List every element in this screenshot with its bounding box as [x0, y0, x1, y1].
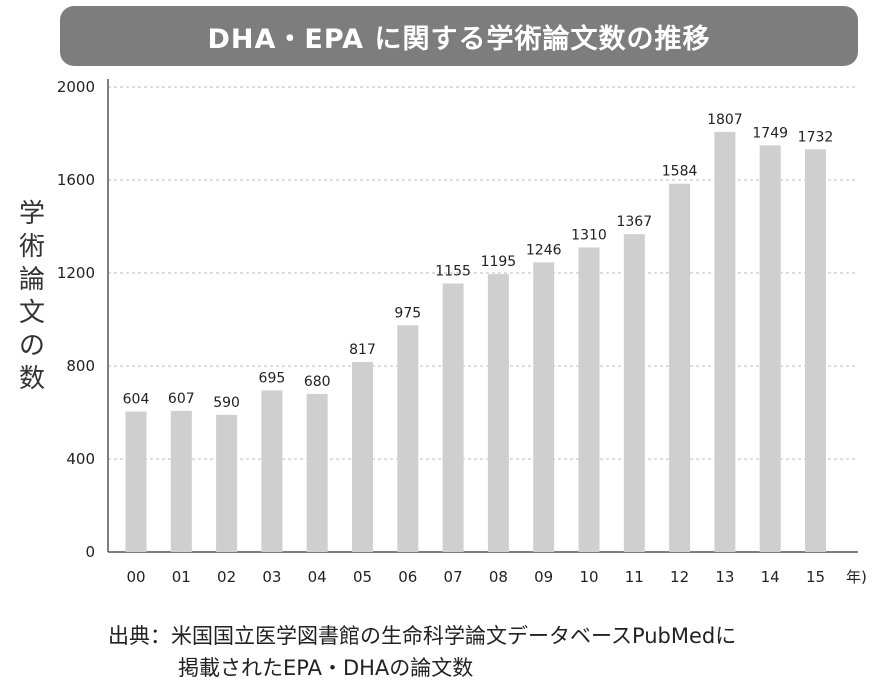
data-label: 680: [304, 374, 331, 390]
y-axis-label-char: の: [18, 331, 45, 361]
bar: [533, 262, 555, 552]
x-tick-label: 04: [308, 568, 327, 586]
bar: [805, 149, 826, 552]
source-line-2: 掲載されたEPA・DHAの論文数: [178, 656, 474, 680]
bar: [487, 274, 509, 552]
bar: [170, 410, 192, 552]
data-label: 1195: [481, 254, 517, 270]
bar: [261, 390, 283, 552]
data-label: 1732: [798, 129, 834, 145]
x-tick-label: 01: [172, 568, 191, 586]
chart-title: DHA・EPA に関する学術論文数の推移: [60, 6, 858, 66]
x-tick-label: 14: [761, 568, 780, 586]
y-tick-label: 800: [66, 357, 95, 375]
x-tick-label: 15: [806, 568, 825, 586]
y-tick-label: 400: [66, 450, 95, 468]
y-axis-label-char: 数: [18, 364, 45, 394]
x-tick-label: 02: [217, 568, 236, 586]
x-tick-label: 13: [715, 568, 734, 586]
x-tick-label: 05: [353, 568, 372, 586]
source-note: 出典：米国国立医学図書館の生命科学論文データベースPubMedに 掲載されたEP…: [108, 620, 736, 684]
data-label: 1246: [526, 242, 562, 258]
data-label: 975: [394, 305, 421, 321]
bar: [714, 131, 736, 552]
x-tick-label: 11: [625, 568, 644, 586]
x-tick-label: 12: [670, 568, 689, 586]
data-label: 1155: [435, 263, 471, 279]
x-tick-label: 03: [262, 568, 281, 586]
bar: [759, 145, 781, 553]
data-label: 607: [168, 391, 195, 407]
x-axis-label: 年): [846, 568, 867, 586]
bar: [669, 183, 691, 552]
data-label: 1584: [662, 164, 698, 180]
bar: [578, 247, 600, 553]
bar: [397, 325, 419, 552]
data-label: 1749: [752, 125, 788, 141]
bar: [442, 283, 464, 552]
y-tick-label: 1200: [57, 264, 95, 282]
x-tick-label: 09: [534, 568, 553, 586]
data-label: 1310: [571, 227, 607, 243]
y-axis-label: 学 術 論 文 の 数: [16, 198, 48, 396]
data-label: 1807: [707, 112, 743, 128]
x-tick-label: 10: [579, 568, 598, 586]
x-tick-label: 07: [444, 568, 463, 586]
data-label: 1367: [616, 214, 652, 230]
y-axis-label-char: 術: [18, 232, 45, 262]
source-line-1: 出典：米国国立医学図書館の生命科学論文データベースPubMedに: [108, 624, 737, 648]
data-label: 695: [259, 370, 286, 386]
y-axis-label-char: 学: [18, 199, 45, 229]
bar: [216, 414, 238, 552]
x-tick-label: 06: [398, 568, 417, 586]
data-labels: 604 607 590 695 680 817 975 1155 1195 1246 1310 136…: [123, 112, 834, 411]
data-label: 817: [349, 342, 376, 358]
y-tick-label: 0: [85, 543, 95, 561]
tick-labels: 0 400 800 1200 1600 2000 00 01 02 03 04 05 06 07 08 09 1…: [57, 78, 867, 586]
bar: [306, 393, 328, 552]
data-label: 604: [123, 392, 150, 408]
bar: [623, 234, 645, 553]
y-tick-label: 1600: [57, 171, 95, 189]
y-axis-label-char: 文: [18, 298, 45, 328]
x-tick-label: 00: [126, 568, 145, 586]
x-tick-label: 08: [489, 568, 508, 586]
bar: [125, 411, 147, 552]
data-label: 590: [213, 395, 240, 411]
y-axis-label-char: 論: [18, 265, 45, 295]
bars: [125, 131, 826, 553]
y-tick-label: 2000: [57, 78, 95, 96]
bar: [352, 362, 373, 552]
